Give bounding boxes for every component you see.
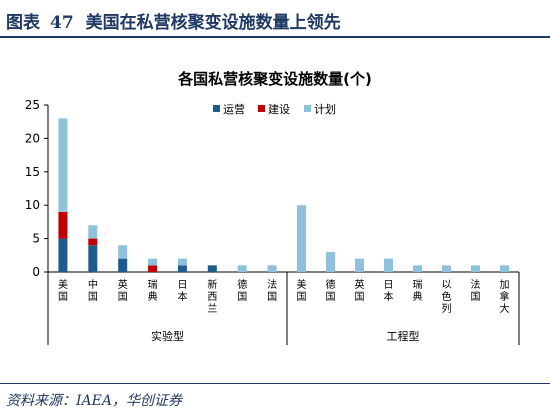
- bar-operating-4: [177, 265, 187, 272]
- x-tick-label: 德: [237, 278, 247, 291]
- figure-title-text: 美国在私营核聚变设施数量上领先: [85, 13, 341, 33]
- bar-operating-0: [58, 238, 68, 272]
- x-tick-label: 国: [471, 291, 481, 303]
- figure-number: 47: [50, 13, 74, 33]
- bar-construction-3: [148, 265, 158, 272]
- x-tick-label: 英: [118, 278, 128, 291]
- y-tick-label: 15: [25, 165, 40, 179]
- x-tick-label: 日: [177, 280, 187, 291]
- y-tick-label: 0: [32, 265, 40, 279]
- bar-operating-2: [118, 258, 128, 272]
- x-tick-label: 英: [355, 278, 365, 291]
- legend-label-2: 计划: [314, 103, 336, 116]
- bar-planned-8: [297, 205, 306, 272]
- bar-construction-1: [88, 238, 98, 246]
- x-tick-label: 拿: [500, 290, 510, 303]
- x-tick-label: 德: [326, 278, 336, 291]
- header-rule: [0, 36, 550, 38]
- x-tick-label: 国: [297, 291, 307, 303]
- x-tick-label: 本: [177, 290, 187, 303]
- legend-swatch-0: [213, 105, 220, 112]
- x-tick-label: 典: [148, 290, 158, 303]
- chart-title: 各国私营核聚变设施数量(个): [177, 70, 372, 88]
- bar-planned-1: [88, 225, 98, 239]
- x-tick-label: 国: [237, 291, 247, 303]
- x-tick-label: 兰: [207, 302, 217, 315]
- bar-planned-12: [413, 265, 422, 272]
- bar-planned-9: [326, 251, 335, 272]
- y-tick-label: 5: [32, 232, 40, 246]
- bar-planned-10: [355, 258, 364, 272]
- y-tick-label: 20: [25, 131, 40, 145]
- bar-planned-0: [58, 118, 68, 212]
- group-label-1: 工程型: [387, 329, 420, 343]
- bar-planned-14: [471, 265, 480, 272]
- x-tick-label: 法: [471, 278, 481, 291]
- bar-construction-0: [58, 211, 68, 239]
- bar-planned-11: [384, 258, 393, 272]
- x-tick-label: 国: [58, 291, 68, 303]
- x-tick-label: 国: [118, 291, 128, 303]
- x-tick-label: 瑞: [413, 279, 423, 291]
- figure-header: 图表 47 美国在私营核聚变设施数量上领先: [0, 0, 550, 40]
- x-tick-label: 美: [297, 278, 307, 291]
- x-tick-label: 国: [267, 291, 277, 303]
- x-tick-label: 美: [58, 278, 68, 291]
- x-tick-label: 新: [207, 278, 217, 291]
- legend-swatch-2: [304, 105, 311, 112]
- footer-rule: [0, 383, 550, 384]
- x-tick-label: 色: [442, 290, 452, 303]
- legend-label-1: 建设: [268, 102, 290, 116]
- legend-swatch-1: [258, 105, 265, 112]
- bar-planned-3: [148, 258, 158, 266]
- x-tick-label: 国: [355, 291, 365, 303]
- x-tick-label: 西: [207, 292, 217, 303]
- x-tick-label: 大: [500, 302, 510, 315]
- x-tick-label: 列: [442, 302, 452, 315]
- figure-title: 图表 47 美国在私营核聚变设施数量上领先: [6, 8, 341, 33]
- bar-planned-4: [177, 258, 187, 266]
- x-tick-label: 国: [88, 291, 98, 303]
- bar-planned-7: [267, 265, 277, 272]
- bar-operating-5: [207, 265, 217, 272]
- x-tick-label: 日: [384, 280, 394, 291]
- x-tick-label: 本: [384, 290, 394, 303]
- bar-planned-2: [118, 245, 128, 259]
- x-tick-label: 国: [326, 291, 336, 303]
- source-note: 资料来源：IAEA，华创证券: [6, 393, 182, 409]
- bar-planned-13: [442, 265, 451, 272]
- y-tick-label: 25: [25, 98, 40, 112]
- x-tick-label: 加: [500, 279, 510, 291]
- bar-planned-6: [237, 265, 247, 272]
- x-tick-label: 以: [442, 280, 452, 291]
- x-tick-label: 瑞: [148, 279, 158, 291]
- x-tick-label: 法: [267, 278, 277, 291]
- figure-label: 图表: [6, 13, 40, 33]
- legend-label-0: 运营: [223, 102, 245, 116]
- x-tick-label: 中: [88, 278, 98, 291]
- group-label-0: 实验型: [151, 329, 184, 343]
- bar-operating-1: [88, 245, 98, 272]
- y-tick-label: 10: [25, 198, 40, 212]
- bar-planned-15: [500, 265, 509, 272]
- x-tick-label: 典: [413, 290, 423, 303]
